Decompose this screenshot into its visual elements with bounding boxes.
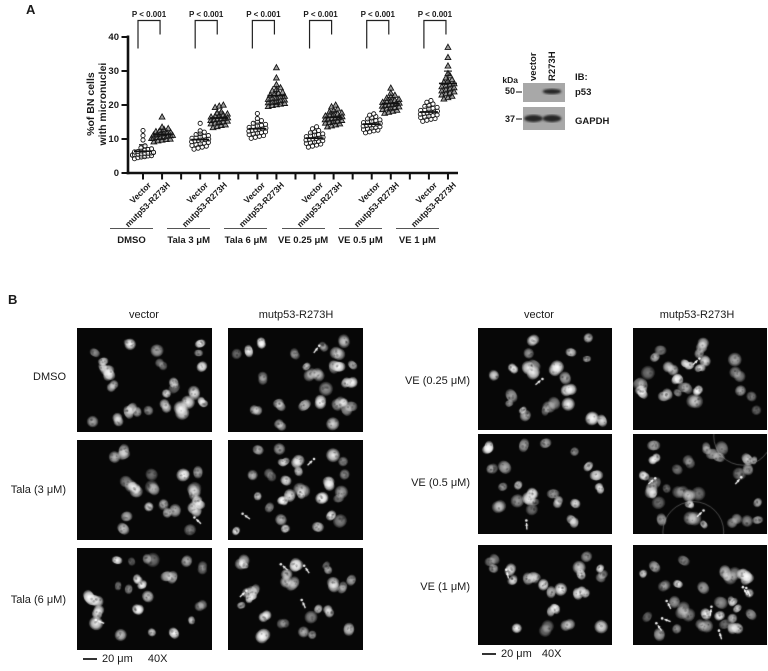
blot-lane-label-vector: vector [528, 52, 539, 81]
magnification-label: 40X [541, 648, 562, 660]
scale-bar-right: 20 μm 40X [482, 648, 561, 660]
significance-label: P < 0.001 [246, 10, 281, 19]
panel-b-label: B [8, 292, 18, 307]
magnification-label: 40X [147, 653, 168, 665]
micrograph-right-row1-col0 [478, 434, 612, 534]
group-underline [395, 227, 439, 229]
row-label-ve05: VE (0.5 μM) [411, 477, 470, 489]
group-underline [167, 227, 211, 229]
y-tick-label: 10 [108, 133, 119, 145]
micrograph-left-row0-col1 [228, 328, 363, 432]
row-label-ve1: VE (1 μM) [420, 581, 470, 593]
kda-label: kDa [502, 75, 518, 85]
blot-target-gapdh: GAPDH [575, 116, 610, 127]
significance-label: P < 0.001 [131, 10, 167, 19]
y-tick-label: 30 [108, 65, 119, 77]
significance-label: P < 0.001 [360, 10, 395, 19]
micrograph-right-row0-col0 [478, 328, 612, 430]
group-label: VE 1 μM [398, 235, 436, 246]
group-underline [338, 227, 382, 229]
row-label-tala3: Tala (3 μM) [10, 484, 66, 496]
group-label: VE 0.25 μM [278, 235, 329, 246]
micrograph-left-row2-col0 [77, 548, 212, 650]
right-col-header-vector: vector [524, 309, 554, 321]
panel-a-label: A [26, 2, 36, 17]
group-label: VE 0.5 μM [337, 235, 383, 246]
group-label: Tala 6 μM [224, 235, 268, 246]
group-underline [224, 227, 268, 229]
row-label-tala6: Tala (6 μM) [10, 594, 66, 606]
micrograph-right-row1-col1 [633, 434, 767, 534]
y-tick-label: 20 [108, 99, 119, 111]
row-label-ve025: VE (0.25 μM) [404, 375, 470, 387]
micrograph-left-row1-col1 [228, 440, 363, 540]
scale-bar-line [83, 658, 97, 660]
micrograph-right-row2-col1 [633, 545, 767, 645]
left-col-header-mutp53: mutp53-R273H [258, 309, 334, 321]
group-label: DMSO [117, 235, 146, 246]
ib-label: IB: [575, 72, 588, 83]
y-axis-label-line1: %of BN cells [84, 72, 97, 136]
micrograph-left-row2-col1 [228, 548, 363, 650]
row-label-dmso: DMSO [33, 371, 66, 383]
y-tick-label: 0 [113, 167, 119, 179]
blot-target-p53: p53 [575, 87, 592, 98]
scale-bar-left: 20 μm 40X [83, 653, 167, 665]
kda-marker-50: 50 [504, 86, 515, 96]
micrograph-left-row0-col0 [77, 328, 212, 432]
micrograph-right-row0-col1 [633, 328, 767, 430]
significance-label: P < 0.001 [303, 10, 338, 19]
panel-a-graphics [121, 19, 565, 180]
group-underline [281, 227, 325, 229]
micrograph-left-row1-col0 [77, 440, 212, 540]
micrograph-right-row2-col0 [478, 545, 612, 645]
group-underline [110, 227, 153, 229]
kda-marker-37: 37 [504, 113, 515, 124]
right-col-header-mutp53: mutp53-R273H [659, 309, 735, 321]
significance-label: P < 0.001 [417, 10, 453, 19]
scale-bar-length: 20 μm [102, 653, 133, 665]
significance-label: P < 0.001 [189, 10, 224, 19]
scale-bar-line [482, 653, 496, 655]
scale-bar-length: 20 μm [501, 648, 532, 660]
group-label: Tala 3 μM [167, 235, 210, 246]
y-tick-label: 40 [108, 31, 119, 43]
blot-lane-label-r273h: R273H [547, 51, 558, 81]
left-col-header-vector: vector [129, 309, 159, 321]
